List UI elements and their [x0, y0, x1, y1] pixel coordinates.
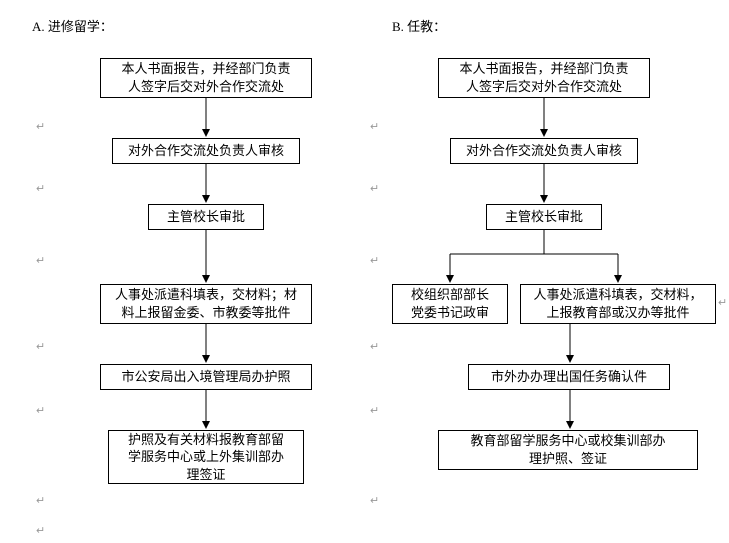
arrows-layer: [0, 0, 729, 543]
page: A. 进修留学： B. 任教： 本人书面报告，并经部门负责人签字后交对外合作交流…: [0, 0, 729, 543]
